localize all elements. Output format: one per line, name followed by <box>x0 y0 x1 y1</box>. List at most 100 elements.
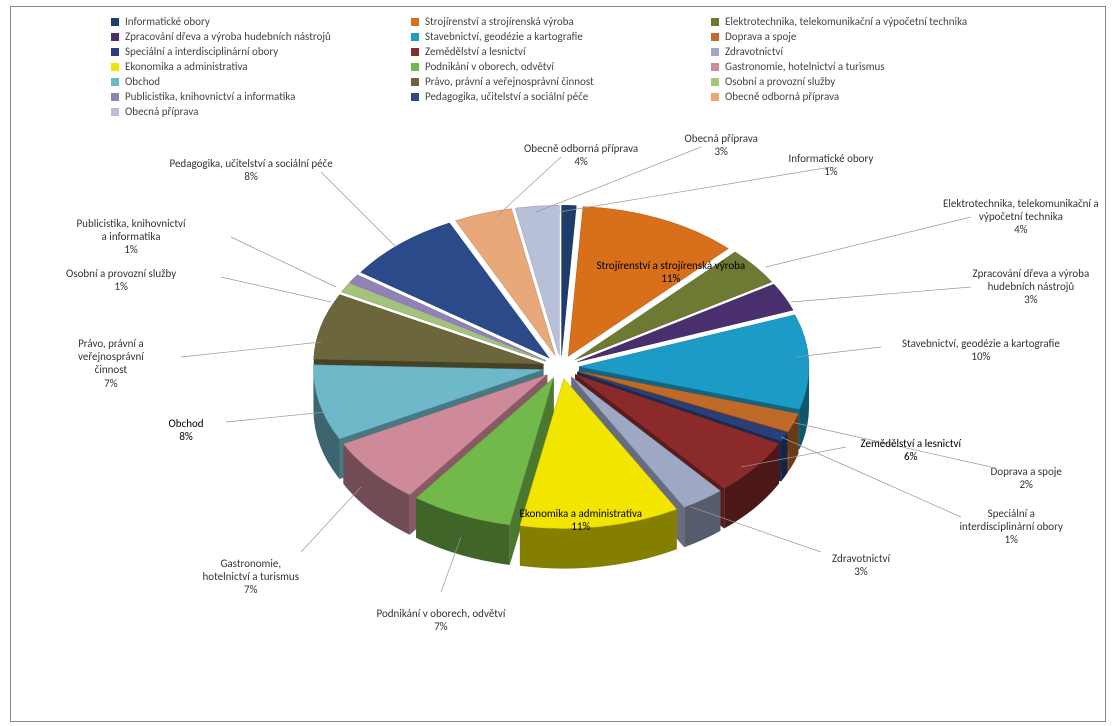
slice-label: Zpracování dřeva a výrobahudebních nástr… <box>973 267 1090 307</box>
slice-name: Doprava a spoje <box>991 465 1062 478</box>
legend-swatch <box>111 33 119 41</box>
slice-name: Stavebnictví, geodézie a kartografie <box>902 337 1060 350</box>
leader-line <box>226 412 326 422</box>
legend-item: Publicistika, knihovnictví a informatika <box>111 90 411 103</box>
legend-label: Elektrotechnika, telekomunikační a výpoč… <box>725 15 967 28</box>
legend-item: Ekonomika a administrativa <box>111 60 411 73</box>
legend-item: Doprava a spoje <box>711 30 1011 43</box>
slice-pct: 1% <box>789 165 874 178</box>
slice-pct: 1% <box>960 533 1063 546</box>
slice-pct: 4% <box>943 223 1099 236</box>
slice-pct: 6% <box>861 450 962 463</box>
slice-pct: 8% <box>170 170 333 183</box>
leader-line <box>766 217 971 267</box>
slice-pct: 4% <box>524 155 638 168</box>
slice-pct: 10% <box>902 350 1060 363</box>
legend-label: Podnikání v oborech, odvětví <box>425 60 554 73</box>
legend-label: Obecná příprava <box>125 105 198 118</box>
slice-pct: 11% <box>520 520 643 533</box>
legend-swatch <box>411 78 419 86</box>
legend-item: Obecná příprava <box>111 105 421 118</box>
chart-area: Informatické obory Strojírenství a strojí… <box>10 6 1106 722</box>
slice-name: činnost <box>78 363 144 376</box>
legend-swatch <box>711 18 719 26</box>
slice-label: Publicistika, knihovnictvía informatika1… <box>77 217 186 257</box>
legend-swatch <box>711 93 719 101</box>
slice-name: Obchod <box>169 417 204 430</box>
legend-label: Obchod <box>125 75 160 88</box>
legend-swatch <box>111 78 119 86</box>
leader-line <box>181 342 321 357</box>
slice-pct: 1% <box>66 280 176 293</box>
legend-swatch <box>111 108 119 116</box>
slice-label: Stavebnictví, geodézie a kartografie10% <box>902 337 1060 363</box>
legend-item: Strojírenství a strojírenská výroba <box>411 15 711 28</box>
legend-swatch <box>111 93 119 101</box>
slice-label: Obecně odborná příprava4% <box>524 142 638 168</box>
legend-label: Speciální a interdisciplinární obory <box>125 45 278 58</box>
legend-label: Doprava a spoje <box>725 30 796 43</box>
slice-name: Obecně odborná příprava <box>524 142 638 155</box>
pie-container: Informatické obory1%Strojírenství a stro… <box>291 207 831 567</box>
slice-name: interdisciplinární obory <box>960 520 1063 533</box>
legend-label: Osobní a provozní služby <box>725 75 835 88</box>
slice-label: Obecná příprava3% <box>685 132 758 158</box>
legend-swatch <box>711 63 719 71</box>
slice-label: Gastronomie,hotelnictví a turismus7% <box>203 557 300 597</box>
slice-pct: 3% <box>685 145 758 158</box>
legend-item: Speciální a interdisciplinární obory <box>111 45 411 58</box>
leader-line <box>301 487 361 552</box>
legend-item: Elektrotechnika, telekomunikační a výpoč… <box>711 15 1011 28</box>
slice-label: Pedagogika, učitelství a sociální péče8% <box>170 157 333 183</box>
slice-name: hudebních nástrojů <box>973 280 1090 293</box>
leader-line <box>231 237 336 287</box>
legend-label: Gastronomie, hotelnictví a turismus <box>725 60 885 73</box>
legend-item: Gastronomie, hotelnictví a turismus <box>711 60 1011 73</box>
legend-item: Podnikání v oborech, odvětví <box>411 60 711 73</box>
slice-pct: 8% <box>169 430 204 443</box>
slice-pct: 2% <box>991 478 1062 491</box>
slice-name: veřejnosprávní <box>78 350 144 363</box>
slice-pct: 11% <box>597 272 746 285</box>
slice-name: Osobní a provozní služby <box>66 267 176 280</box>
legend-label: Právo, právní a veřejnosprávní činnost <box>425 75 594 88</box>
slice-label: Doprava a spoje2% <box>991 465 1062 491</box>
slice-pct: 3% <box>832 565 890 578</box>
legend-swatch <box>111 48 119 56</box>
leader-line <box>791 287 971 302</box>
legend-label: Publicistika, knihovnictví a informatika <box>125 90 295 103</box>
slice-name: Zpracování dřeva a výroba <box>973 267 1090 280</box>
legend-item: Obchod <box>111 75 411 88</box>
legend-item: Osobní a provozní služby <box>711 75 1011 88</box>
slice-label: Zemědělství a lesnictví6% <box>861 437 962 463</box>
slice-name: Elektrotechnika, telekomunikační a <box>943 197 1099 210</box>
legend-item: Obecně odborná příprava <box>711 90 1011 103</box>
legend-label: Stavebnictví, geodézie a kartografie <box>425 30 583 43</box>
slice-name: Podnikání v oborech, odvětví <box>377 607 506 620</box>
leader-line <box>221 277 331 302</box>
slice-label: Právo, právní aveřejnosprávníčinnost7% <box>78 337 144 390</box>
legend-label: Zdravotnictví <box>725 45 783 58</box>
slice-pct: 3% <box>973 293 1090 306</box>
legend-label: Pedagogika, učitelství a sociální péče <box>425 90 588 103</box>
legend-swatch <box>411 48 419 56</box>
slice-name: Zemědělství a lesnictví <box>861 437 962 450</box>
legend-label: Strojírenství a strojírenská výroba <box>425 15 574 28</box>
slice-pct: 7% <box>203 583 300 596</box>
legend-item: Informatické obory <box>111 15 411 28</box>
slice-name: Gastronomie, <box>203 557 300 570</box>
slice-label: Ekonomika a administrativa11% <box>520 507 643 533</box>
slice-name: Publicistika, knihovnictví <box>77 217 186 230</box>
slice-name: Strojírenství a strojírenská výroba <box>597 259 746 272</box>
slice-name: Právo, právní a <box>78 337 144 350</box>
slice-name: a informatika <box>77 230 186 243</box>
slice-name: Speciální a <box>960 507 1063 520</box>
slice-label: Osobní a provozní služby1% <box>66 267 176 293</box>
legend-label: Informatické obory <box>125 15 210 28</box>
legend-item: Stavebnictví, geodézie a kartografie <box>411 30 711 43</box>
legend-swatch <box>111 18 119 26</box>
slice-label: Podnikání v oborech, odvětví7% <box>377 607 506 633</box>
slice-pct: 7% <box>78 377 144 390</box>
slice-name: výpočetní technika <box>943 210 1099 223</box>
legend-swatch <box>411 33 419 41</box>
